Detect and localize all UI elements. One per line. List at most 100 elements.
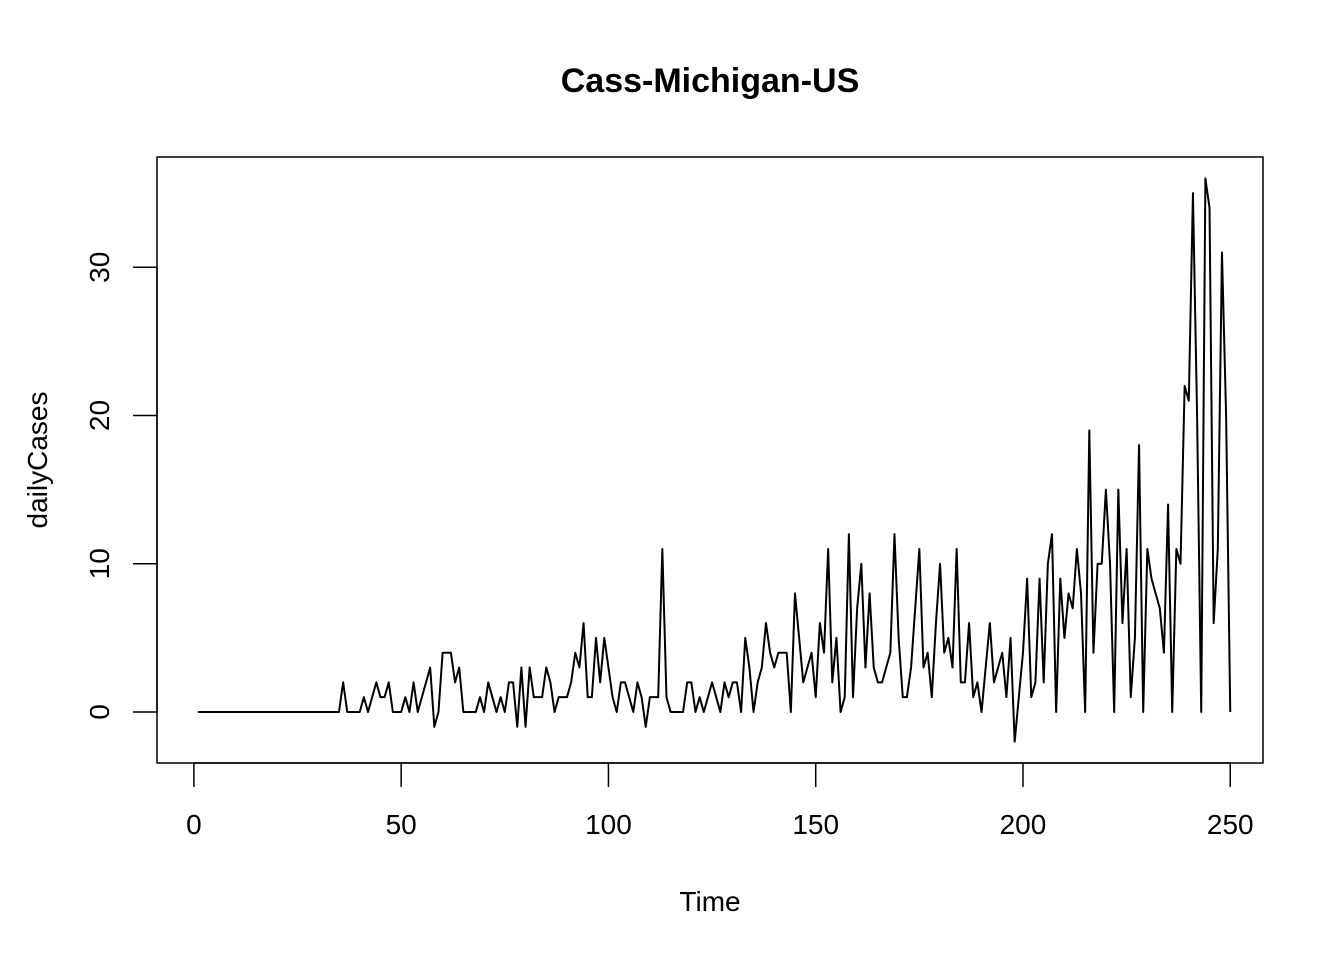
data-point (724, 682, 725, 683)
data-point (1043, 682, 1044, 683)
data-point (765, 622, 766, 623)
data-point (877, 682, 878, 683)
data-point (330, 711, 331, 712)
x-axis-label: Time (679, 886, 740, 917)
data-point (1159, 608, 1160, 609)
data-point (413, 682, 414, 683)
data-point (438, 711, 439, 712)
data-point (496, 711, 497, 712)
data-point (641, 697, 642, 698)
data-point (309, 711, 310, 712)
data-point (463, 711, 464, 712)
data-point (1213, 622, 1214, 623)
data-point (297, 711, 298, 712)
data-point (894, 534, 895, 535)
data-point (600, 682, 601, 683)
data-point (533, 697, 534, 698)
data-point (1176, 548, 1177, 549)
data-point (268, 711, 269, 712)
data-point (612, 697, 613, 698)
data-point (616, 711, 617, 712)
data-point (562, 697, 563, 698)
data-point (890, 652, 891, 653)
data-point (757, 682, 758, 683)
data-point (815, 697, 816, 698)
data-point (915, 608, 916, 609)
x-tick-label: 50 (386, 809, 417, 840)
data-point (1151, 578, 1152, 579)
data-point (583, 622, 584, 623)
data-point (525, 726, 526, 727)
data-point (716, 697, 717, 698)
data-point (1085, 711, 1086, 712)
data-point (210, 711, 211, 712)
data-point (239, 711, 240, 712)
data-point (392, 711, 393, 712)
data-point (1172, 711, 1173, 712)
data-point (1188, 400, 1189, 401)
data-point (774, 667, 775, 668)
data-point (459, 667, 460, 668)
data-point (214, 711, 215, 712)
data-point (707, 697, 708, 698)
data-point (1163, 652, 1164, 653)
data-point (873, 667, 874, 668)
data-point (566, 697, 567, 698)
data-point (662, 548, 663, 549)
data-point (869, 593, 870, 594)
data-point (1068, 593, 1069, 594)
data-point (1130, 697, 1131, 698)
data-point (1155, 593, 1156, 594)
data-point (222, 711, 223, 712)
data-point (218, 711, 219, 712)
data-point (231, 711, 232, 712)
data-point (1114, 711, 1115, 712)
data-point (944, 652, 945, 653)
y-tick-label: 30 (84, 252, 115, 283)
data-point (1122, 622, 1123, 623)
data-point (251, 711, 252, 712)
data-point (372, 697, 373, 698)
data-point (848, 534, 849, 535)
data-point (823, 652, 824, 653)
data-point (587, 697, 588, 698)
plot-frame (156, 156, 1264, 764)
data-point (786, 652, 787, 653)
chart-title: Cass-Michigan-US (561, 62, 860, 100)
data-point (790, 711, 791, 712)
data-point (508, 682, 509, 683)
data-point (840, 711, 841, 712)
data-point (653, 697, 654, 698)
data-point (977, 682, 978, 683)
data-point (434, 726, 435, 727)
data-point (442, 652, 443, 653)
y-axis: 0 10 20 30 (84, 252, 158, 720)
data-point (359, 711, 360, 712)
data-point (633, 711, 634, 712)
data-point (1167, 504, 1168, 505)
data-point (206, 711, 207, 712)
data-point (284, 711, 285, 712)
data-point (550, 682, 551, 683)
data-point (326, 711, 327, 712)
data-point (483, 711, 484, 712)
data-point (1089, 430, 1090, 431)
data-point (355, 711, 356, 712)
data-point (512, 682, 513, 683)
data-point (450, 652, 451, 653)
data-point (334, 711, 335, 712)
data-point (1101, 563, 1102, 564)
data-point (1022, 652, 1023, 653)
data-point (1217, 548, 1218, 549)
data-point (819, 622, 820, 623)
data-point (740, 711, 741, 712)
data-point (595, 637, 596, 638)
data-point (571, 682, 572, 683)
data-point (479, 697, 480, 698)
data-point (968, 622, 969, 623)
y-tick-label: 10 (84, 548, 115, 579)
data-point (363, 697, 364, 698)
data-point (852, 697, 853, 698)
data-point (770, 652, 771, 653)
data-point (836, 637, 837, 638)
